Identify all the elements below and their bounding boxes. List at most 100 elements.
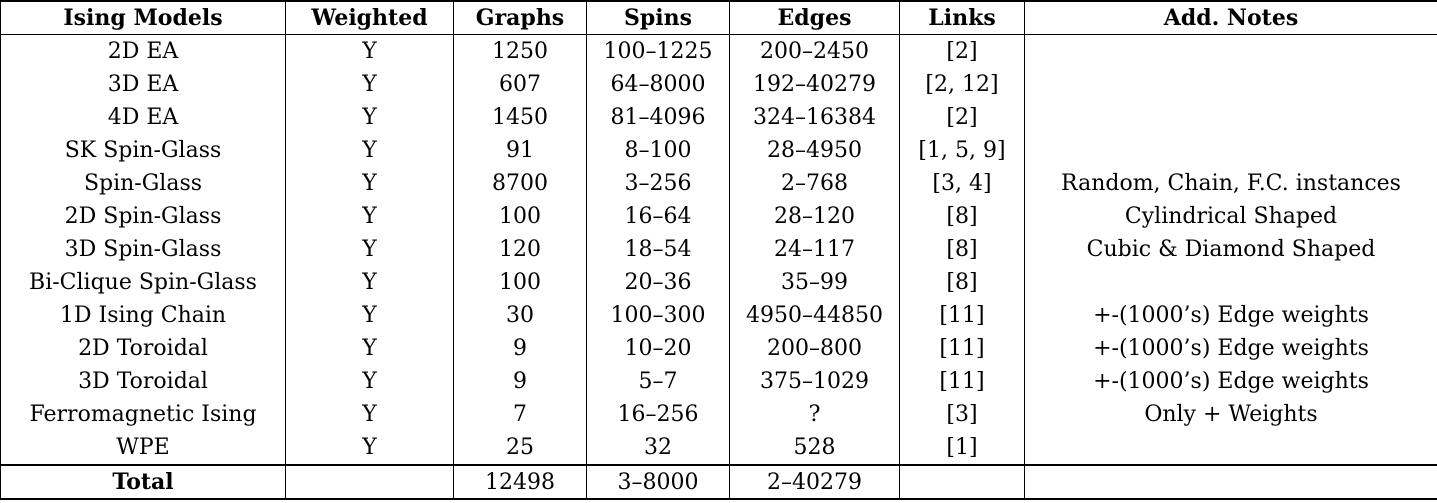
- cell-edges: 200–800: [729, 332, 900, 365]
- cell-weighted: Y: [285, 233, 454, 266]
- table-row: 2D Toroidal Y 9 10–20 200–800 [11] +-(1000’s) …: [0, 332, 1437, 365]
- cell-edges: 28–4950: [729, 134, 900, 167]
- cell-model: 2D EA: [0, 34, 286, 68]
- cell-spins: 8–100: [586, 134, 730, 167]
- header-ising-models: Ising Models: [0, 0, 286, 35]
- cell-links: [2]: [899, 34, 1025, 68]
- header-add-notes: Add. Notes: [1024, 0, 1437, 35]
- cell-weighted: Y: [285, 266, 454, 299]
- cell-graphs: 1250: [453, 34, 587, 68]
- cell-edges: 200–2450: [729, 34, 900, 68]
- header-spins: Spins: [586, 0, 730, 35]
- cell-spins: 100–1225: [586, 34, 730, 68]
- cell-weighted: Y: [285, 431, 454, 465]
- cell-weighted: Y: [285, 365, 454, 398]
- table-body: 2D EA Y 1250 100–1225 200–2450 [2] 3D EA Y 607 64…: [0, 34, 1437, 465]
- cell-model: Ferromagnetic Ising: [0, 398, 286, 431]
- table-row: Bi-Clique Spin-Glass Y 100 20–36 35–99 [8]: [0, 266, 1437, 299]
- cell-graphs: 100: [453, 200, 587, 233]
- cell-edges: 192–40279: [729, 68, 900, 101]
- cell-notes: Cylindrical Shaped: [1024, 200, 1437, 233]
- cell-graphs: 30: [453, 299, 587, 332]
- cell-model: Spin-Glass: [0, 167, 286, 200]
- cell-links: [2, 12]: [899, 68, 1025, 101]
- cell-notes: +-(1000’s) Edge weights: [1024, 299, 1437, 332]
- cell-links: [8]: [899, 266, 1025, 299]
- cell-notes: [1024, 68, 1437, 101]
- cell-spins: 18–54: [586, 233, 730, 266]
- cell-weighted: Y: [285, 167, 454, 200]
- table-row: 2D EA Y 1250 100–1225 200–2450 [2]: [0, 34, 1437, 68]
- cell-graphs: 7: [453, 398, 587, 431]
- cell-weighted: Y: [285, 68, 454, 101]
- cell-weighted: Y: [285, 299, 454, 332]
- table-row: 1D Ising Chain Y 30 100–300 4950–44850 [11] +-…: [0, 299, 1437, 332]
- cell-graphs: 9: [453, 365, 587, 398]
- cell-spins: 100–300: [586, 299, 730, 332]
- cell-notes: Cubic & Diamond Shaped: [1024, 233, 1437, 266]
- cell-edges: 375–1029: [729, 365, 900, 398]
- cell-model: WPE: [0, 431, 286, 465]
- total-label: Total: [0, 464, 286, 500]
- cell-spins: 32: [586, 431, 730, 465]
- cell-links: [11]: [899, 365, 1025, 398]
- cell-links: [1]: [899, 431, 1025, 465]
- cell-edges: ?: [729, 398, 900, 431]
- cell-graphs: 25: [453, 431, 587, 465]
- cell-model: 4D EA: [0, 101, 286, 134]
- total-weighted: [285, 464, 454, 500]
- cell-model: SK Spin-Glass: [0, 134, 286, 167]
- table-row: Ferromagnetic Ising Y 7 16–256? [3] Only + We…: [0, 398, 1437, 431]
- table-row: 4D EA Y 1450 81–4096 324–16384 [2]: [0, 101, 1437, 134]
- cell-edges: 528: [729, 431, 900, 465]
- cell-spins: 81–4096: [586, 101, 730, 134]
- header-edges: Edges: [729, 0, 900, 35]
- cell-edges: 28–120: [729, 200, 900, 233]
- cell-notes: Only + Weights: [1024, 398, 1437, 431]
- table-row: 3D Toroidal Y 9 5–7 375–1029 [11] +-(1000’s) E…: [0, 365, 1437, 398]
- table-row: Spin-Glass Y 8700 3–256 2–768 [3, 4] Random, C…: [0, 167, 1437, 200]
- cell-weighted: Y: [285, 200, 454, 233]
- cell-links: [11]: [899, 299, 1025, 332]
- total-row: Total 12498 3–8000 2–40279: [0, 464, 1437, 500]
- cell-spins: 5–7: [586, 365, 730, 398]
- cell-spins: 16–64: [586, 200, 730, 233]
- cell-model: 3D EA: [0, 68, 286, 101]
- cell-spins: 10–20: [586, 332, 730, 365]
- total-links: [899, 464, 1025, 500]
- cell-notes: [1024, 266, 1437, 299]
- cell-notes: [1024, 101, 1437, 134]
- cell-weighted: Y: [285, 101, 454, 134]
- cell-weighted: Y: [285, 34, 454, 68]
- cell-spins: 20–36: [586, 266, 730, 299]
- cell-edges: 324–16384: [729, 101, 900, 134]
- header-graphs: Graphs: [453, 0, 587, 35]
- table-row: WPE Y 25 32 528 [1]: [0, 431, 1437, 465]
- cell-spins: 64–8000: [586, 68, 730, 101]
- cell-notes: [1024, 34, 1437, 68]
- header-weighted: Weighted: [285, 0, 454, 35]
- cell-spins: 16–256: [586, 398, 730, 431]
- cell-graphs: 91: [453, 134, 587, 167]
- total-graphs: 12498: [453, 464, 587, 500]
- cell-edges: 35–99: [729, 266, 900, 299]
- cell-model: 1D Ising Chain: [0, 299, 286, 332]
- cell-model: Bi-Clique Spin-Glass: [0, 266, 286, 299]
- cell-notes: Random, Chain, F.C. instances: [1024, 167, 1437, 200]
- cell-weighted: Y: [285, 134, 454, 167]
- cell-graphs: 8700: [453, 167, 587, 200]
- header-links: Links: [899, 0, 1025, 35]
- cell-edges: 24–117: [729, 233, 900, 266]
- cell-spins: 3–256: [586, 167, 730, 200]
- cell-notes: +-(1000’s) Edge weights: [1024, 365, 1437, 398]
- cell-model: 2D Spin-Glass: [0, 200, 286, 233]
- cell-notes: [1024, 134, 1437, 167]
- cell-links: [3]: [899, 398, 1025, 431]
- cell-notes: [1024, 431, 1437, 465]
- cell-model: 3D Toroidal: [0, 365, 286, 398]
- cell-model: 3D Spin-Glass: [0, 233, 286, 266]
- cell-links: [1, 5, 9]: [899, 134, 1025, 167]
- cell-graphs: 9: [453, 332, 587, 365]
- table-row: 3D EA Y 607 64–8000 192–40279 [2, 12]: [0, 68, 1437, 101]
